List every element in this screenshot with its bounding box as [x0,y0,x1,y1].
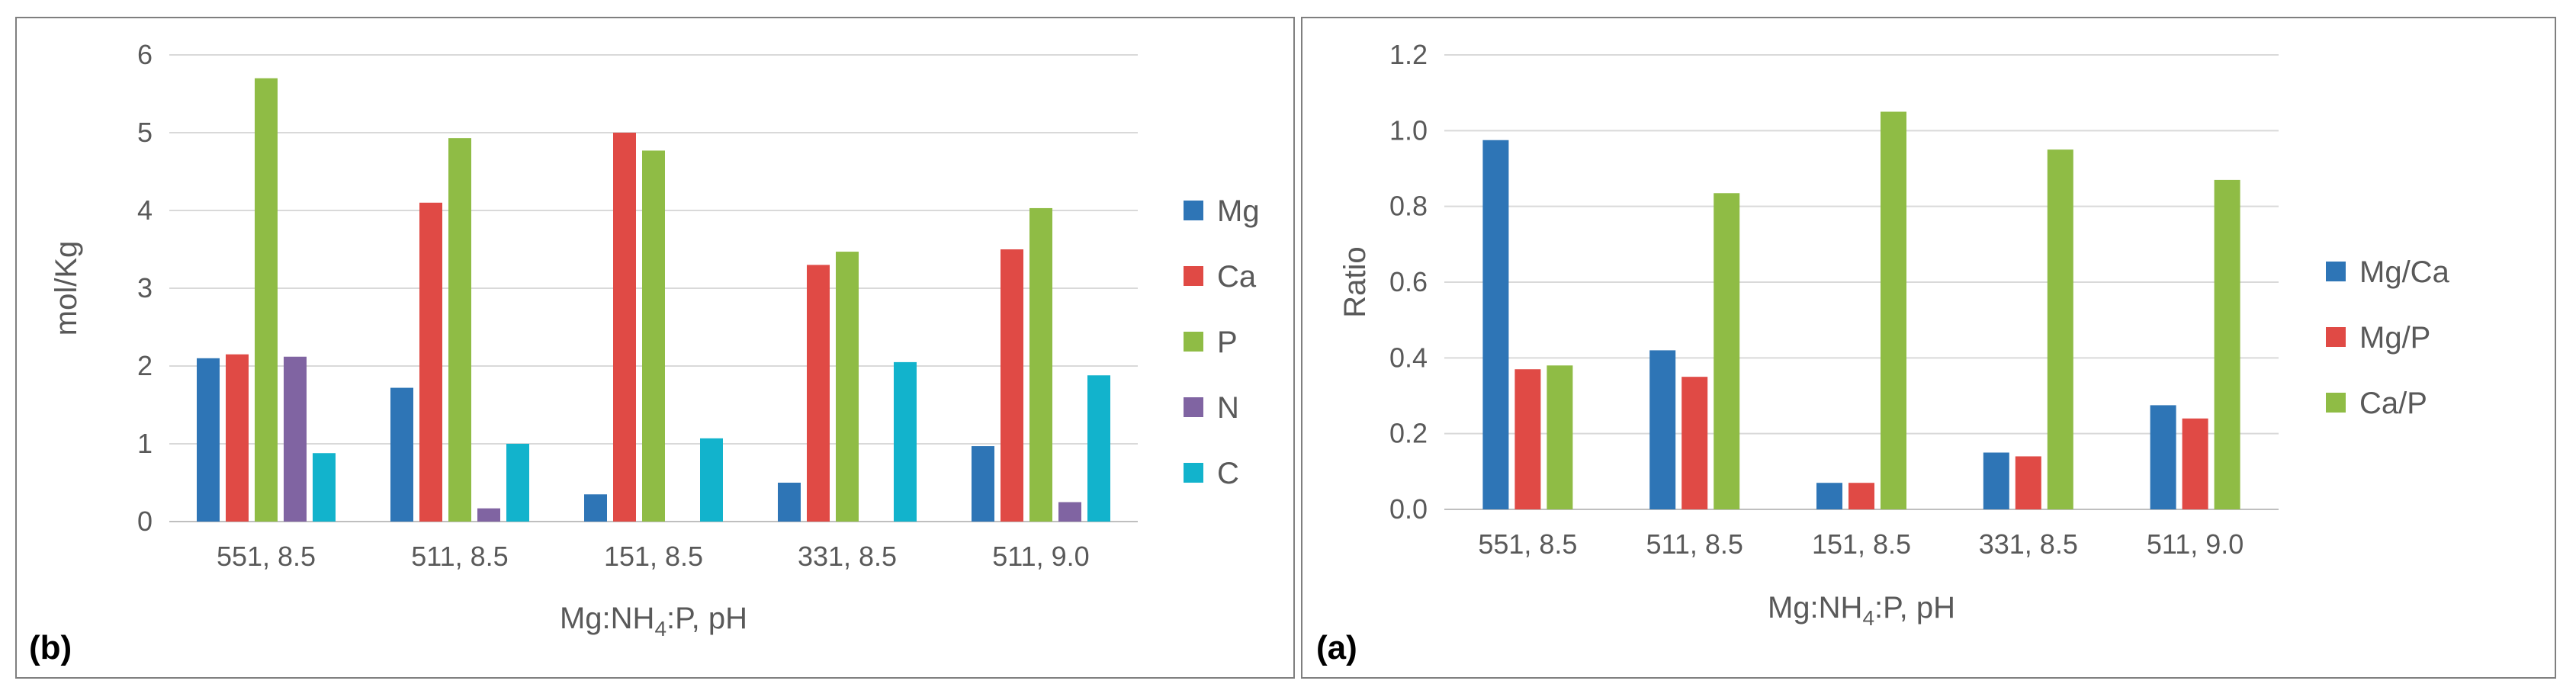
x-axis-title-part: :P, pH [1874,591,1955,625]
bar-p-0 [255,78,278,522]
bar-mg-ca-2 [1816,483,1842,509]
bar-p-4 [1029,207,1052,522]
y-tick-label: 2 [137,350,153,381]
bar-mg-4 [972,446,994,522]
y-tick-label: 0.4 [1389,342,1428,373]
chart-panel-a: 0.0 0.2 0.4 0.6 0.8 1.0 1.2 551, 8.5 511, 8.5 151… [1301,17,2556,679]
bar-ca-0 [226,354,249,522]
legend-swatch-n [1184,397,1203,417]
legend-swatch-c [1184,463,1203,483]
x-axis-title-part: :P, pH [666,602,747,635]
y-tick-label: 6 [137,39,153,70]
legend-label-mg-ca: Mg/Ca [2359,255,2450,289]
bar-mg-ca-0 [1482,140,1509,509]
bar-p-2 [642,150,665,522]
bar-mg-p-2 [1848,483,1874,509]
chart-b-svg: 0 1 2 3 4 5 6 551, 8.5 511, 8.5 151, 8.5 331, 8.5 5… [29,39,1260,666]
x-tick-label: 551, 8.5 [1478,528,1577,560]
bar-mg-p-1 [1681,377,1708,509]
bar-n-4 [1058,502,1081,522]
bar-n-0 [284,356,307,522]
x-tick-label: 511, 8.5 [411,541,508,572]
bar-p-1 [448,138,471,522]
x-tick-label: 151, 8.5 [604,541,703,572]
y-axis-title: mol/Kg [50,241,83,336]
x-axis-title-subscript: 4 [1862,606,1874,630]
panel-label: (a) [1316,629,1357,666]
bar-ca-p-4 [2214,179,2240,509]
x-tick-label: 551, 8.5 [217,541,316,572]
x-tick-label: 511, 9.0 [992,541,1089,572]
y-tick-label: 0 [137,506,153,537]
legend-label-mg: Mg [1217,194,1260,228]
bar-mg-2 [584,494,607,522]
legend-label-c: C [1217,457,1239,490]
bar-ca-3 [807,265,830,522]
legend-label-ca: Ca [1217,260,1257,294]
chart-a-svg: 0.0 0.2 0.4 0.6 0.8 1.0 1.2 551, 8.5 511, 8.5 151… [1316,39,2450,666]
bar-mg-p-4 [2182,418,2208,509]
legend-label-mg-p: Mg/P [2359,321,2430,355]
legend-swatch-ca-p [2326,393,2346,413]
legend-swatch-mg-ca [2326,262,2346,281]
y-tick-label: 0.2 [1389,418,1428,449]
legend-label-ca-p: Ca/P [2359,387,2427,420]
x-tick-label: 331, 8.5 [1979,528,2078,560]
legend-swatch-ca [1184,266,1203,286]
bar-mg-3 [778,483,801,522]
x-tick-label: 511, 9.0 [2147,528,2244,560]
bar-ca-p-2 [1881,111,1906,509]
x-tick-label: 511, 8.5 [1646,528,1742,560]
bar-c-2 [700,438,723,522]
bar-ca-p-0 [1547,365,1573,509]
chart-panel-b: 0 1 2 3 4 5 6 551, 8.5 511, 8.5 151, 8.5 331, 8.5 5… [15,17,1295,679]
bar-ca-1 [419,202,442,522]
x-axis-title: Mg:NH4:P, pH [1768,591,1955,630]
legend-swatch-p [1184,332,1203,352]
y-tick-label: 0.6 [1389,266,1428,297]
bar-mg-ca-3 [1983,452,2009,509]
y-tick-label: 0.8 [1389,191,1428,222]
x-tick-label: 151, 8.5 [1812,528,1911,560]
bar-mg-ca-1 [1649,350,1676,509]
bar-n-1 [477,508,500,522]
bar-mg-ca-4 [2150,405,2176,509]
bar-c-3 [894,361,917,522]
legend-swatch-mg-p [2326,327,2346,347]
x-axis-title-part: Mg:NH [560,602,654,635]
bar-c-1 [506,444,529,522]
legend-swatch-mg [1184,201,1203,220]
bar-p-3 [836,252,859,522]
bar-ca-p-1 [1714,193,1740,510]
bar-ca-p-3 [2047,149,2073,509]
x-axis-title-subscript: 4 [654,617,666,641]
panel-label: (b) [29,629,72,666]
x-axis-title-part: Mg:NH [1768,591,1862,625]
y-tick-label: 5 [137,117,153,148]
bar-mg-1 [390,387,413,522]
bar-mg-p-3 [2015,456,2041,509]
legend-label-p: P [1217,326,1238,359]
bar-c-4 [1087,375,1110,522]
y-tick-label: 1.0 [1389,114,1428,146]
y-tick-label: 3 [137,272,153,303]
bar-mg-p-0 [1514,369,1541,509]
y-tick-label: 4 [137,194,153,226]
bar-ca-2 [613,133,636,522]
legend-label-n: N [1217,391,1239,425]
y-tick-label: 1.2 [1389,39,1428,70]
bar-mg-0 [197,358,220,522]
x-axis-title: Mg:NH4:P, pH [560,602,747,641]
bar-ca-4 [1001,249,1023,522]
y-axis-title: Ratio [1338,246,1372,317]
x-tick-label: 331, 8.5 [798,541,897,572]
bar-c-0 [313,453,336,522]
y-tick-label: 0.0 [1389,493,1428,525]
y-tick-label: 1 [137,428,153,459]
